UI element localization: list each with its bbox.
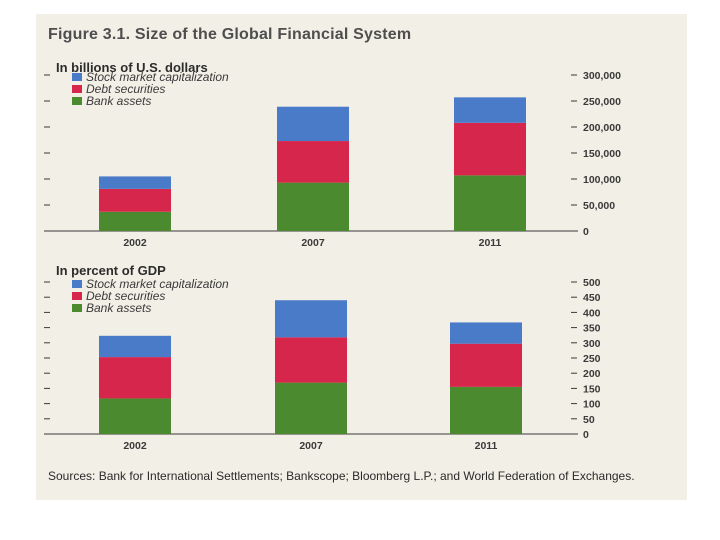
category-label: 2011 <box>475 440 498 452</box>
legend-label: Stock market capitalization <box>86 277 229 291</box>
bar-debt-2007 <box>277 141 349 183</box>
bar-debt-2011 <box>454 122 526 176</box>
bar-bank-2002 <box>99 211 171 231</box>
y-tick-label: 100,000 <box>583 174 621 186</box>
bar-stock-2011 <box>450 322 522 344</box>
y-tick-label: 200,000 <box>583 122 621 134</box>
bar-bank-2011 <box>454 175 526 231</box>
y-tick-label: 150 <box>583 383 601 395</box>
bar-debt-2002 <box>99 357 171 399</box>
y-tick-label: 400 <box>583 307 601 319</box>
legend-swatch-debt <box>72 85 82 93</box>
bar-bank-2007 <box>275 382 347 434</box>
category-label: 2007 <box>301 237 325 249</box>
y-tick-label: 200 <box>583 368 601 380</box>
bar-stock-2002 <box>99 176 171 189</box>
legend-label: Bank assets <box>86 94 151 108</box>
bar-stock-2002 <box>99 335 171 358</box>
bar-stock-2007 <box>277 106 349 142</box>
legend-label: Debt securities <box>86 82 165 96</box>
y-tick-label: 0 <box>583 226 589 238</box>
legend-label: Debt securities <box>86 289 165 303</box>
legend-swatch-bank <box>72 304 82 312</box>
y-tick-label: 100 <box>583 399 601 411</box>
bar-bank-2007 <box>277 182 349 231</box>
y-tick-label: 300,000 <box>583 70 621 82</box>
bar-bank-2011 <box>450 386 522 434</box>
bar-bank-2002 <box>99 398 171 434</box>
chart-1: In billions of U.S. dollars 0 50,000 100,00… <box>44 60 621 249</box>
bar-debt-2011 <box>450 343 522 387</box>
y-tick-label: 50 <box>583 414 595 426</box>
y-tick-label: 250,000 <box>583 96 621 108</box>
bar-debt-2007 <box>275 337 347 383</box>
y-tick-label: 300 <box>583 338 601 350</box>
category-label: 2007 <box>299 440 323 452</box>
y-tick-label: 450 <box>583 292 601 304</box>
bar-stock-2007 <box>275 300 347 338</box>
bar-debt-2002 <box>99 188 171 212</box>
legend-swatch-debt <box>72 292 82 300</box>
legend-label: Bank assets <box>86 301 151 315</box>
legend-swatch-bank <box>72 97 82 105</box>
chart-subtitle: In billions of U.S. dollars <box>56 60 208 75</box>
chart-2: In percent of GDP 0 50 100 150 200 250 300 350 40… <box>44 263 601 452</box>
category-label: 2002 <box>123 440 147 452</box>
chart-subtitle: In percent of GDP <box>56 263 166 278</box>
legend-label: Stock market capitalization <box>86 70 229 84</box>
legend-swatch-stock <box>72 73 82 81</box>
y-tick-label: 350 <box>583 323 601 335</box>
sources-note: Sources: Bank for International Settleme… <box>48 469 635 483</box>
y-tick-label: 500 <box>583 277 601 289</box>
legend-swatch-stock <box>72 280 82 288</box>
category-label: 2011 <box>479 237 502 249</box>
bar-stock-2011 <box>454 97 526 123</box>
y-tick-label: 0 <box>583 429 589 441</box>
y-tick-label: 250 <box>583 353 601 365</box>
y-tick-label: 50,000 <box>583 200 615 212</box>
category-label: 2002 <box>123 237 147 249</box>
y-tick-label: 150,000 <box>583 148 621 160</box>
figure-title: Figure 3.1. Size of the Global Financial… <box>48 26 412 43</box>
